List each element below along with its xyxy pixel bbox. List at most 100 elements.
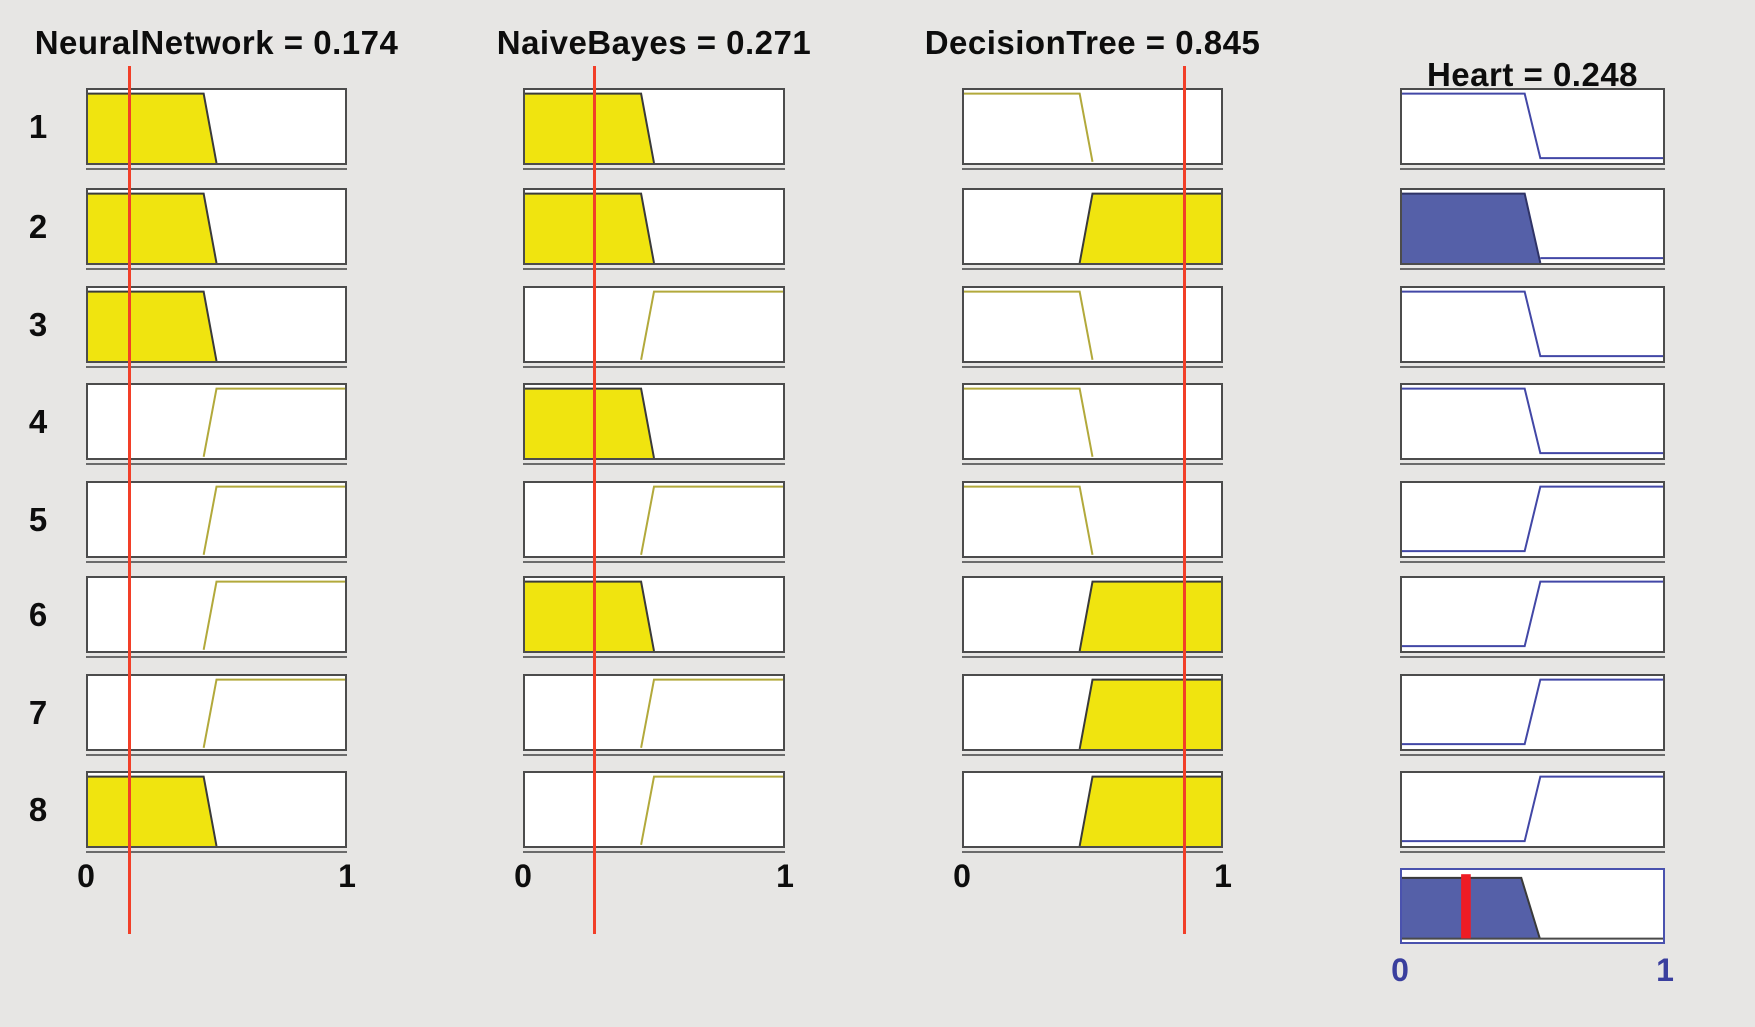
input-mf-low-filled — [88, 190, 345, 263]
input-mf-high-outline — [88, 578, 345, 651]
input-mf-low-filled — [88, 90, 345, 163]
input-value-line-neuralnetwork[interactable] — [128, 66, 132, 934]
plot-underline — [962, 656, 1223, 658]
plot-underline — [86, 463, 347, 465]
axis-max-neuralnetwork: 1 — [338, 858, 356, 894]
rule-number: 5 — [28, 500, 48, 538]
axis-min-neuralnetwork: 0 — [77, 858, 95, 894]
column-title-heart: Heart = 0.248 — [1426, 56, 1639, 93]
mf-plot-neuralnetwork-rule1[interactable] — [86, 88, 347, 165]
plot-underline — [1400, 656, 1665, 658]
input-mf-low-filled — [88, 288, 345, 361]
input-mf-low-filled — [525, 90, 783, 163]
plot-underline — [523, 463, 785, 465]
input-mf-low-outline — [964, 90, 1221, 163]
plot-underline — [523, 561, 785, 563]
input-mf-high-outline — [88, 385, 345, 458]
plot-underline — [86, 754, 347, 756]
column-title-naivebayes: NaiveBayes = 0.271 — [496, 24, 812, 61]
plot-underline — [86, 561, 347, 563]
mf-plot-heart-rule5 — [1400, 481, 1665, 558]
plot-underline — [962, 168, 1223, 170]
mf-plot-heart-rule6 — [1400, 576, 1665, 653]
mf-plot-decisiontree-rule4[interactable] — [962, 383, 1223, 460]
mf-plot-naivebayes-rule6[interactable] — [523, 576, 785, 653]
plot-underline — [1400, 561, 1665, 563]
axis-min-decisiontree: 0 — [953, 858, 971, 894]
rule-number: 3 — [28, 305, 48, 343]
rule-number: 1 — [28, 107, 48, 145]
mf-plot-naivebayes-rule2[interactable] — [523, 188, 785, 265]
mf-plot-naivebayes-rule5[interactable] — [523, 481, 785, 558]
output-mf-low-outline — [1402, 288, 1663, 361]
plot-underline — [523, 168, 785, 170]
input-value-line-decisiontree[interactable] — [1182, 66, 1186, 934]
mf-plot-naivebayes-rule7[interactable] — [523, 674, 785, 751]
input-mf-high-outline — [525, 676, 783, 749]
input-mf-high-outline — [525, 483, 783, 556]
rule-number: 7 — [28, 693, 48, 731]
input-mf-high-filled — [964, 676, 1221, 749]
axis-max-naivebayes: 1 — [776, 858, 794, 894]
mf-plot-decisiontree-rule8[interactable] — [962, 771, 1223, 848]
mf-plot-heart-rule3 — [1400, 286, 1665, 363]
output-mf-high-outline — [1402, 483, 1663, 556]
mf-plot-naivebayes-rule3[interactable] — [523, 286, 785, 363]
mf-plot-heart-rule2 — [1400, 188, 1665, 265]
plot-underline — [86, 366, 347, 368]
aggregate-mf-shape — [1402, 874, 1663, 942]
axis-max-decisiontree: 1 — [1214, 858, 1232, 894]
mf-plot-decisiontree-rule6[interactable] — [962, 576, 1223, 653]
plot-underline — [523, 656, 785, 658]
plot-underline — [1400, 463, 1665, 465]
mf-plot-neuralnetwork-rule4[interactable] — [86, 383, 347, 460]
mf-plot-heart-rule4 — [1400, 383, 1665, 460]
input-mf-high-filled — [964, 190, 1221, 263]
mf-plot-decisiontree-rule1[interactable] — [962, 88, 1223, 165]
output-mf-high-outline — [1402, 773, 1663, 846]
plot-underline — [86, 268, 347, 270]
output-mf-high-outline — [1402, 676, 1663, 749]
defuzzified-value-bar[interactable] — [1461, 874, 1471, 939]
mf-plot-naivebayes-rule1[interactable] — [523, 88, 785, 165]
input-mf-high-filled — [964, 578, 1221, 651]
mf-plot-neuralnetwork-rule8[interactable] — [86, 771, 347, 848]
output-mf-low-filled — [1402, 190, 1663, 263]
column-title-neuralnetwork: NeuralNetwork = 0.174 — [34, 24, 399, 61]
mf-plot-neuralnetwork-rule2[interactable] — [86, 188, 347, 265]
plot-underline — [962, 268, 1223, 270]
plot-underline — [523, 268, 785, 270]
mf-plot-decisiontree-rule7[interactable] — [962, 674, 1223, 751]
mf-plot-neuralnetwork-rule5[interactable] — [86, 481, 347, 558]
plot-underline — [962, 463, 1223, 465]
plot-underline — [1400, 366, 1665, 368]
mf-plot-neuralnetwork-rule3[interactable] — [86, 286, 347, 363]
plot-underline — [962, 366, 1223, 368]
input-mf-low-filled — [525, 578, 783, 651]
mf-plot-heart-rule1 — [1400, 88, 1665, 165]
axis-min-naivebayes: 0 — [514, 858, 532, 894]
input-mf-high-outline — [525, 773, 783, 846]
plot-underline — [1400, 754, 1665, 756]
input-mf-high-outline — [525, 288, 783, 361]
mf-plot-naivebayes-rule4[interactable] — [523, 383, 785, 460]
mf-plot-decisiontree-rule2[interactable] — [962, 188, 1223, 265]
column-title-decisiontree: DecisionTree = 0.845 — [924, 24, 1261, 61]
mf-plot-decisiontree-rule5[interactable] — [962, 481, 1223, 558]
input-mf-low-outline — [964, 288, 1221, 361]
rule-number: 4 — [28, 402, 48, 440]
mf-plot-decisiontree-rule3[interactable] — [962, 286, 1223, 363]
output-mf-low-outline — [1402, 90, 1663, 163]
mf-plot-neuralnetwork-rule6[interactable] — [86, 576, 347, 653]
axis-max-heart: 1 — [1656, 952, 1674, 988]
input-mf-high-outline — [88, 483, 345, 556]
output-mf-low-outline — [1402, 385, 1663, 458]
plot-underline — [523, 851, 785, 853]
plot-underline — [1400, 851, 1665, 853]
mf-plot-neuralnetwork-rule7[interactable] — [86, 674, 347, 751]
output-mf-high-outline — [1402, 578, 1663, 651]
input-value-line-naivebayes[interactable] — [592, 66, 596, 934]
mf-plot-naivebayes-rule8[interactable] — [523, 771, 785, 848]
mf-plot-heart-rule8 — [1400, 771, 1665, 848]
